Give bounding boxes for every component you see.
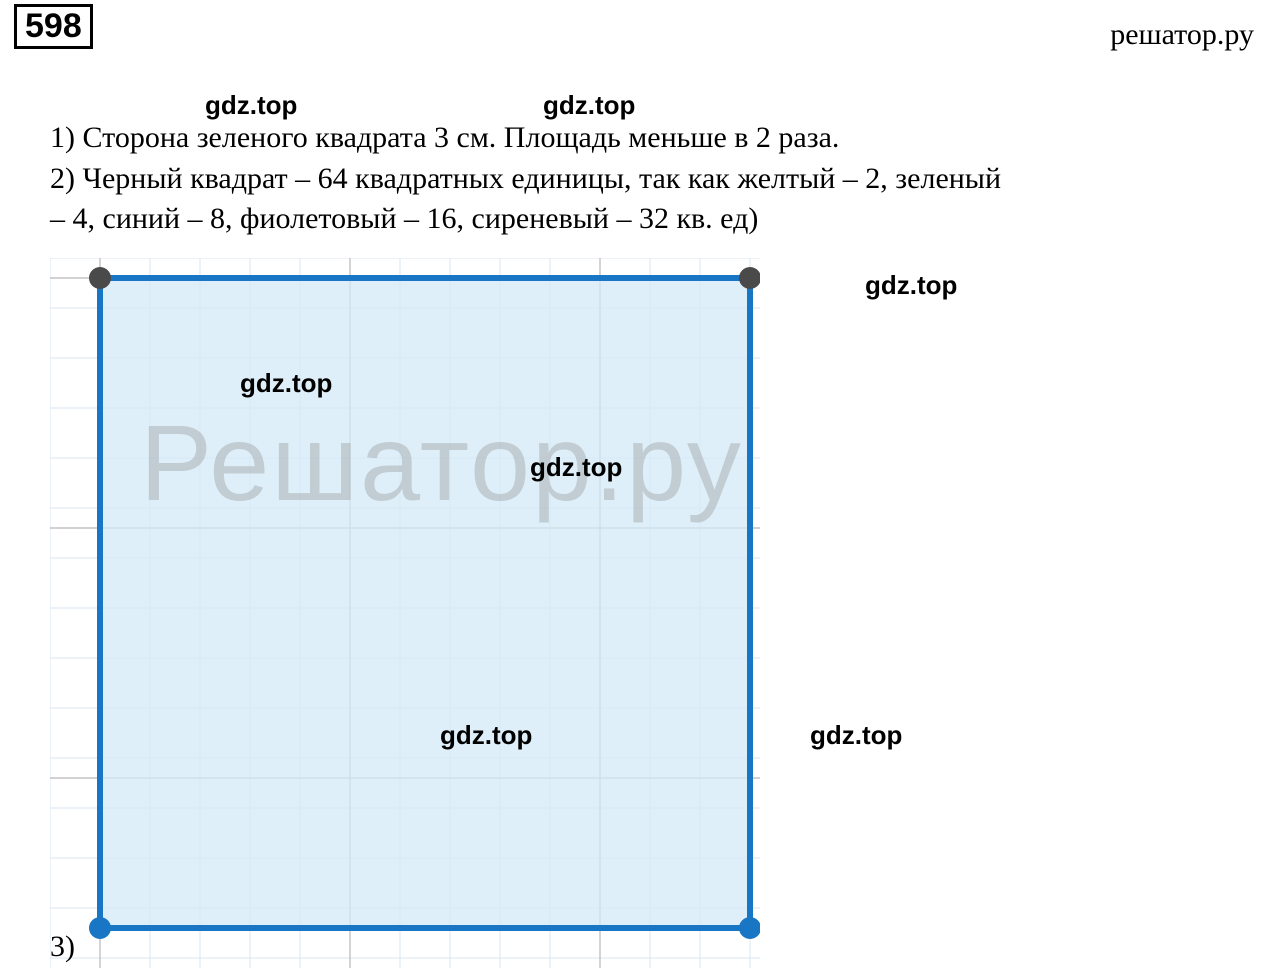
watermark-gdz: gdz.top	[810, 720, 902, 751]
blue-square	[100, 278, 750, 928]
watermark-gdz: gdz.top	[440, 720, 532, 751]
site-logo: решатор.ру	[1110, 18, 1254, 52]
grid-diagram	[50, 258, 760, 968]
corner-point	[89, 917, 111, 939]
grid-svg	[50, 258, 760, 968]
solution-text: 1) Сторона зеленого квадрата 3 см. Площа…	[50, 118, 1274, 240]
corner-point	[739, 917, 760, 939]
corner-point	[89, 267, 111, 289]
item3-label: 3)	[50, 930, 75, 964]
watermark-big: Решатор.ру	[140, 400, 743, 525]
text-line-3: – 4, синий – 8, фиолетовый – 16, сиренев…	[50, 199, 1274, 240]
problem-number: 598	[14, 4, 93, 49]
watermark-gdz: gdz.top	[240, 368, 332, 399]
watermark-gdz: gdz.top	[543, 90, 635, 121]
watermark-gdz: gdz.top	[530, 452, 622, 483]
watermark-gdz: gdz.top	[205, 90, 297, 121]
text-line-1: 1) Сторона зеленого квадрата 3 см. Площа…	[50, 118, 1274, 159]
watermark-gdz: gdz.top	[865, 270, 957, 301]
corner-point	[739, 267, 760, 289]
text-line-2: 2) Черный квадрат – 64 квадратных единиц…	[50, 159, 1274, 200]
